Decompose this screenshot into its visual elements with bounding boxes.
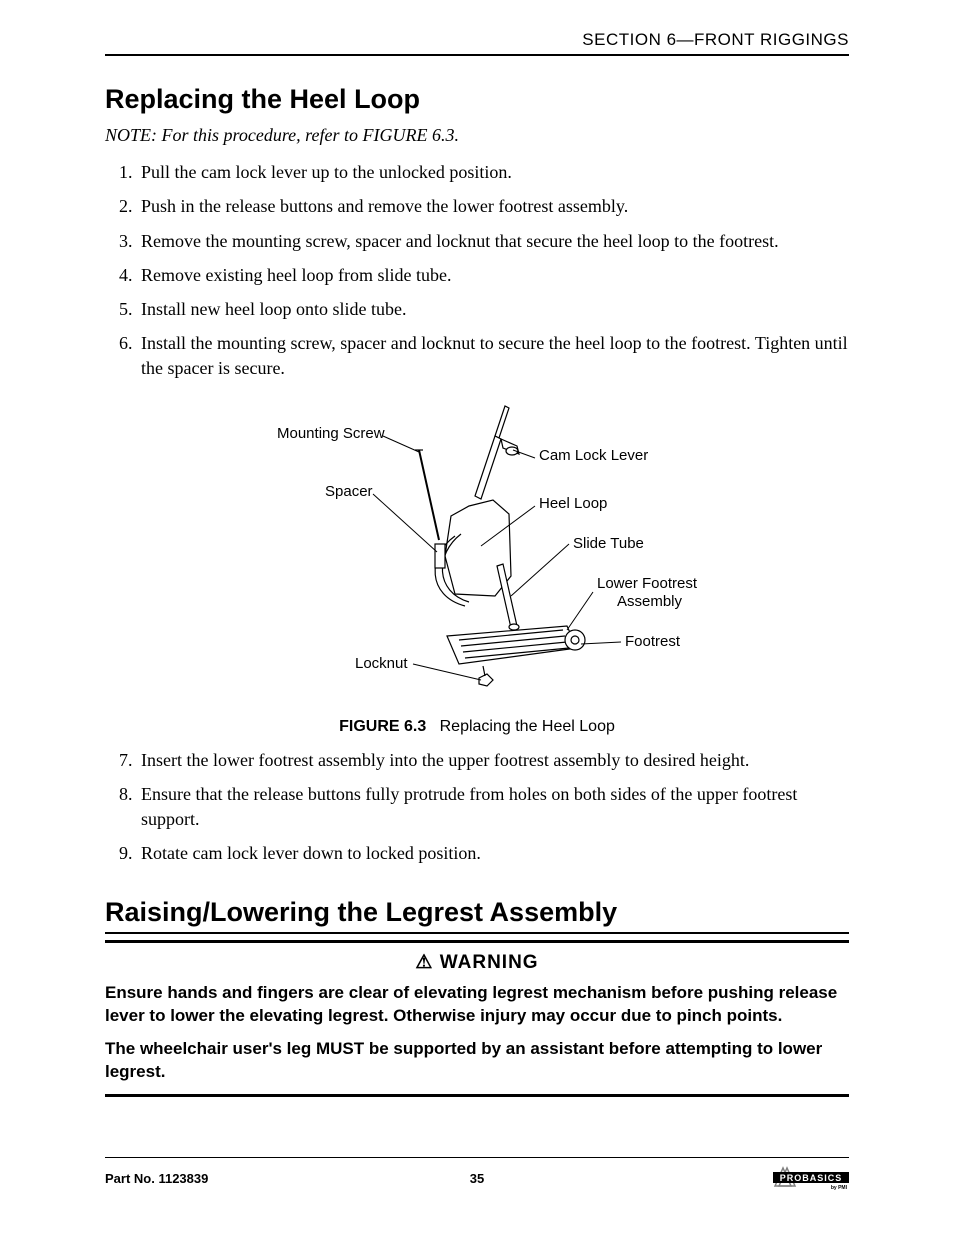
label-lower-footrest-2: Assembly	[617, 593, 683, 610]
warning-icon: ⚠	[415, 952, 433, 973]
title-raising-lowering: Raising/Lowering the Legrest Assembly	[105, 897, 849, 934]
warning-paragraph: The wheelchair user's leg MUST be suppor…	[105, 1038, 849, 1084]
label-cam-lock: Cam Lock Lever	[539, 447, 648, 464]
steps-list-a: Pull the cam lock lever up to the unlock…	[105, 160, 849, 380]
step-item: Remove existing heel loop from slide tub…	[137, 263, 849, 287]
warning-block: ⚠ WARNING Ensure hands and fingers are c…	[105, 940, 849, 1097]
figure-caption-text: Replacing the Heel Loop	[440, 718, 615, 735]
brand-byline: by PMI	[831, 1185, 848, 1190]
brand-text: PROBASICS	[780, 1173, 843, 1183]
step-item: Rotate cam lock lever down to locked pos…	[137, 841, 849, 865]
label-spacer: Spacer	[325, 483, 373, 500]
label-slide-tube: Slide Tube	[573, 535, 644, 552]
step-item: Remove the mounting screw, spacer and lo…	[137, 229, 849, 253]
page: SECTION 6—FRONT RIGGINGS Replacing the H…	[0, 0, 954, 1235]
figure-caption: FIGURE 6.3 Replacing the Heel Loop	[105, 718, 849, 736]
step-item: Ensure that the release buttons fully pr…	[137, 782, 849, 831]
step-item: Insert the lower footrest assembly into …	[137, 748, 849, 772]
step-item: Install the mounting screw, spacer and l…	[137, 331, 849, 380]
label-locknut: Locknut	[355, 655, 408, 672]
label-lower-footrest-1: Lower Footrest	[597, 575, 698, 592]
steps-list-b: Insert the lower footrest assembly into …	[105, 748, 849, 865]
label-footrest: Footrest	[625, 633, 681, 650]
figure-6-3: Mounting Screw Spacer Locknut Cam Lock L…	[105, 396, 849, 736]
warning-title: ⚠ WARNING	[105, 951, 849, 974]
warning-paragraph: Ensure hands and fingers are clear of el…	[105, 982, 849, 1028]
figure-number: FIGURE 6.3	[339, 718, 426, 735]
step-item: Push in the release buttons and remove t…	[137, 194, 849, 218]
title-replacing-heel-loop: Replacing the Heel Loop	[105, 84, 849, 115]
brand-logo: PROBASICS by PMI	[773, 1164, 849, 1193]
procedure-note: NOTE: For this procedure, refer to FIGUR…	[105, 125, 849, 146]
label-heel-loop: Heel Loop	[539, 495, 607, 512]
diagram-heel-loop: Mounting Screw Spacer Locknut Cam Lock L…	[197, 396, 757, 706]
page-number: 35	[470, 1171, 484, 1186]
page-footer: Part No. 1123839 35 PROBASICS by PMI	[105, 1157, 849, 1193]
label-mounting-screw: Mounting Screw	[277, 425, 385, 442]
header-section: SECTION 6—FRONT RIGGINGS	[105, 30, 849, 56]
warning-label: WARNING	[440, 952, 539, 973]
step-item: Pull the cam lock lever up to the unlock…	[137, 160, 849, 184]
part-number: Part No. 1123839	[105, 1171, 208, 1186]
step-item: Install new heel loop onto slide tube.	[137, 297, 849, 321]
